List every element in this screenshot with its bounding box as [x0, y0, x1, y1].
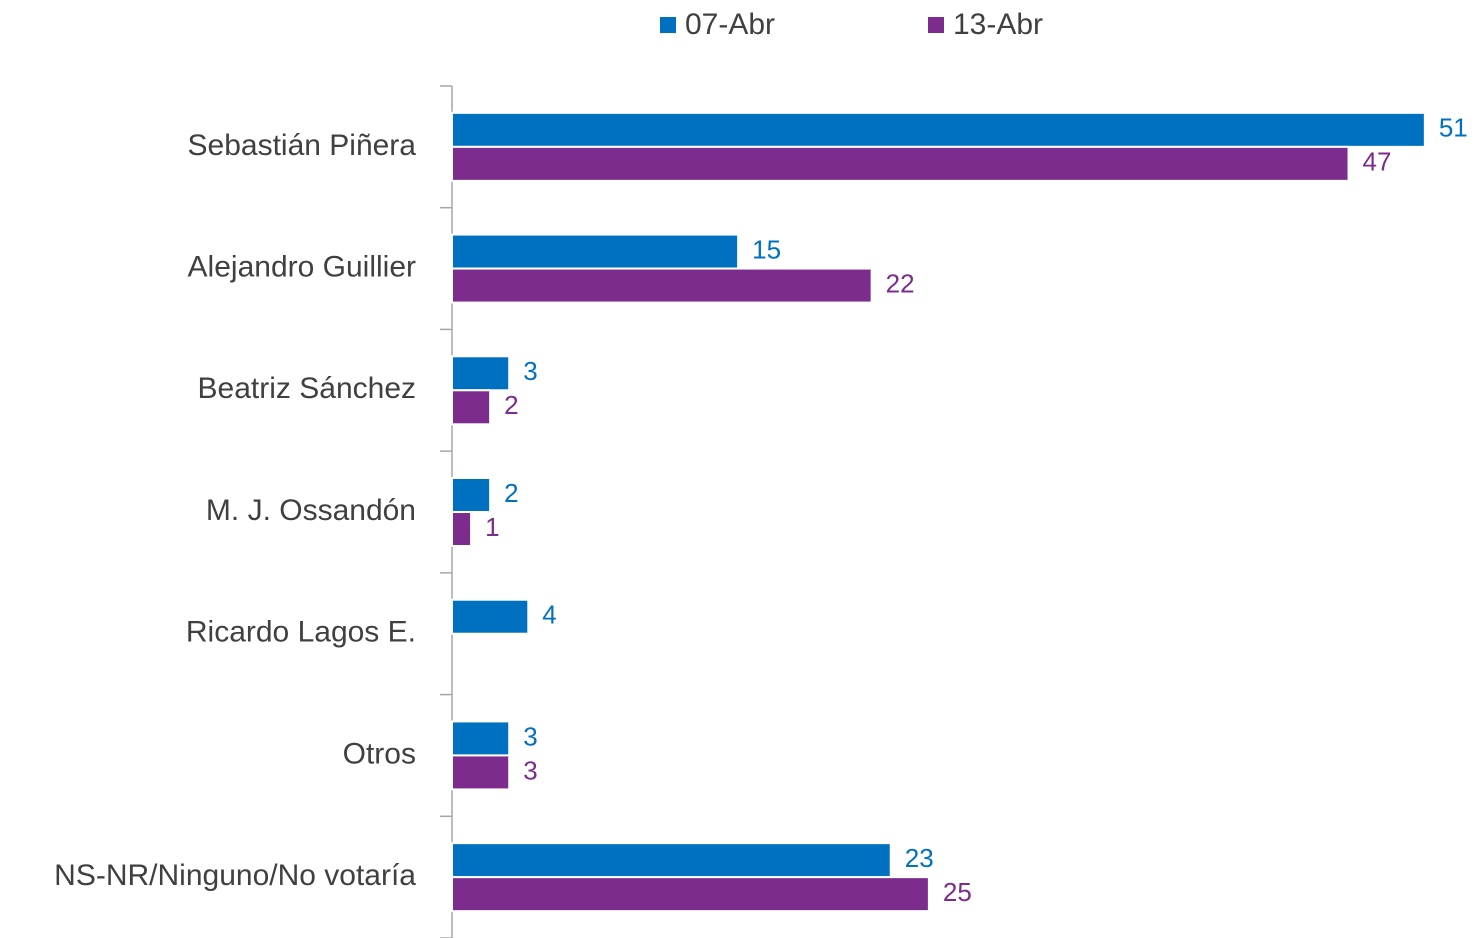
bar — [451, 754, 511, 791]
value-label: 3 — [523, 755, 537, 785]
bar — [451, 355, 511, 392]
bar — [451, 267, 873, 304]
legend-label: 13-Abr — [953, 8, 1043, 41]
bar — [451, 233, 740, 270]
bar — [451, 842, 892, 879]
value-label: 4 — [542, 600, 556, 630]
value-label: 3 — [523, 356, 537, 386]
category-label: M. J. Ossandón — [206, 494, 416, 527]
value-label: 47 — [1363, 147, 1392, 177]
category-label: Ricardo Lagos E. — [186, 616, 416, 649]
value-label: 22 — [886, 268, 915, 298]
legend-swatch — [660, 17, 676, 33]
category-label: Beatriz Sánchez — [198, 372, 416, 405]
category-label: NS-NR/Ninguno/No votaría — [54, 859, 416, 892]
legend-label: 07-Abr — [685, 8, 775, 41]
category-label: Alejandro Guillier — [188, 250, 416, 283]
value-label: 3 — [523, 721, 537, 751]
category-label: Otros — [343, 737, 416, 770]
value-label: 25 — [943, 877, 972, 907]
bar — [451, 511, 473, 547]
value-label: 2 — [504, 478, 518, 508]
bar — [451, 720, 511, 757]
value-label: 2 — [504, 390, 518, 420]
value-label: 1 — [485, 512, 499, 542]
bar — [451, 145, 1350, 182]
legend-swatch — [928, 17, 944, 33]
value-label: 23 — [905, 843, 934, 873]
bar — [451, 477, 492, 513]
bar — [451, 598, 530, 635]
value-label: 15 — [752, 234, 781, 264]
bar — [451, 389, 492, 426]
bar — [451, 111, 1426, 148]
bar — [451, 876, 930, 913]
value-label: 51 — [1439, 113, 1468, 143]
category-label: Sebastián Piñera — [188, 129, 417, 162]
